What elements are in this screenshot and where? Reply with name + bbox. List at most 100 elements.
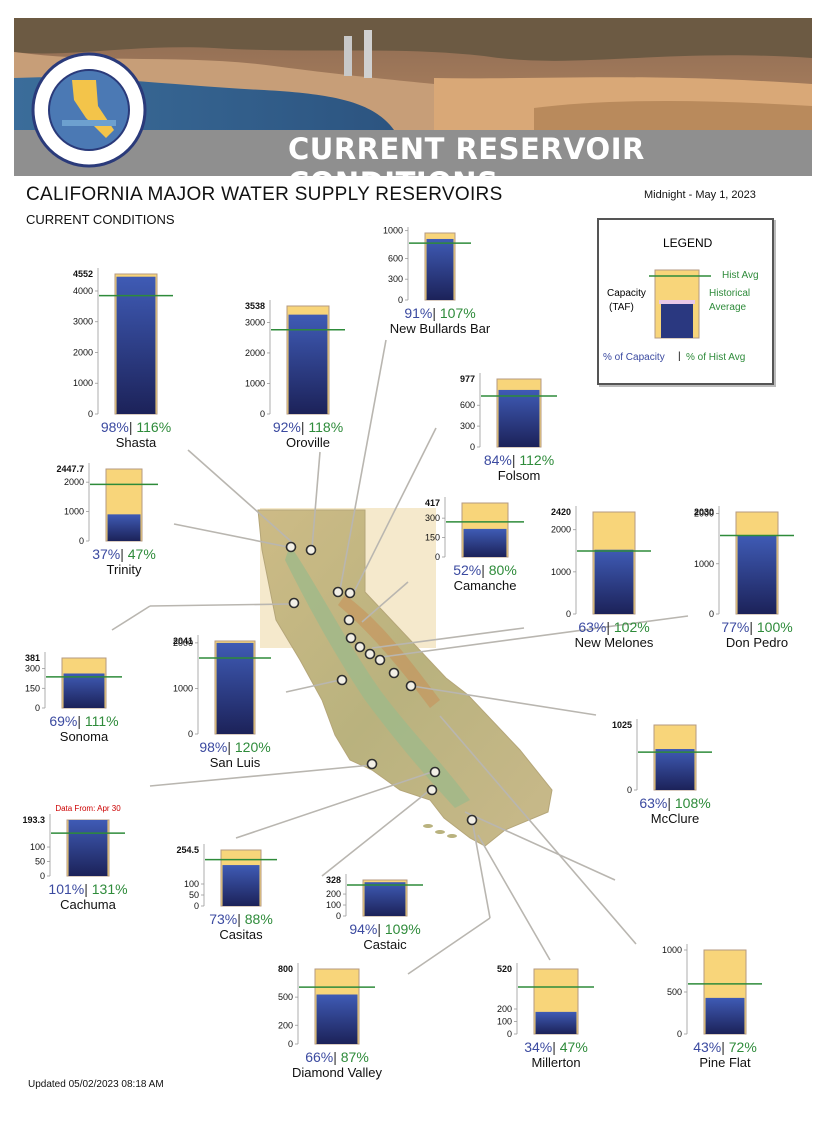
- capacity-tick-label: 3538: [245, 301, 265, 311]
- reservoir-name: Folsom: [498, 468, 541, 483]
- reservoir-name: San Luis: [210, 755, 261, 770]
- percent-label: 98%| 120%: [199, 739, 270, 755]
- report-date: Midnight - May 1, 2023: [644, 189, 756, 201]
- pct-hist: 47%: [560, 1039, 588, 1055]
- connector-line: [439, 715, 637, 945]
- connector-line: [187, 449, 296, 546]
- pct-hist: 102%: [614, 619, 650, 635]
- percent-label: 84%| 112%: [484, 452, 554, 468]
- tick-label: 300: [25, 664, 40, 674]
- percent-label: 69%| 111%: [49, 713, 118, 729]
- connector-line: [471, 819, 491, 919]
- reservoir-marker: [285, 541, 297, 553]
- connector-line: [351, 427, 437, 597]
- storage-bar: [222, 865, 260, 906]
- data-note: Data From: Apr 30: [55, 804, 121, 813]
- percent-label: 73%| 88%: [209, 911, 273, 927]
- reservoir-marker: [374, 654, 386, 666]
- tick-label: 150: [25, 683, 40, 693]
- storage-bar: [63, 673, 105, 708]
- chart-oroville: 0 1000 2000 3000 3538 92%| 118%Oroville: [245, 300, 345, 450]
- chart-shasta: 0 1000 2000 3000 4000 4552 98%| 116%Shasta: [73, 268, 173, 450]
- tick-label: 150: [425, 533, 440, 543]
- chart-camanche: 0 150 300 417 52%| 80%Camanche: [425, 497, 524, 593]
- storage-bar: [116, 276, 156, 414]
- island: [435, 830, 445, 834]
- banner-title: CURRENT RESERVOIR CONDITIONS: [288, 132, 645, 200]
- percent-label: 52%| 80%: [453, 562, 517, 578]
- percent-label: 92%| 118%: [273, 419, 343, 435]
- tick-label: 0: [507, 1029, 512, 1039]
- tick-label: 1000: [662, 945, 682, 955]
- banner-image: [14, 18, 812, 176]
- reservoir-marker: [364, 648, 376, 660]
- tick-label: 200: [278, 1020, 293, 1030]
- tick-label: 100: [30, 842, 45, 852]
- chart-diamond-valley: 0 200 500 800 66%| 87%Diamond Valley: [278, 963, 383, 1080]
- reservoir-name: McClure: [651, 811, 699, 826]
- percent-label: 63%| 102%: [578, 619, 649, 635]
- tick-label: 0: [188, 729, 193, 739]
- percent-label: 43%| 72%: [693, 1039, 757, 1055]
- connector-line: [149, 764, 373, 787]
- tick-label: 0: [194, 901, 199, 911]
- percent-label: 37%| 47%: [92, 546, 156, 562]
- pct-separator: |: [552, 1039, 560, 1055]
- pct-hist: 116%: [136, 419, 171, 435]
- sierra-nevada: [338, 595, 440, 708]
- reservoir-marker: [405, 680, 417, 692]
- pct-hist: 100%: [757, 619, 793, 635]
- pct-capacity: 63%: [639, 795, 667, 811]
- percent-label: 101%| 131%: [48, 881, 127, 897]
- tick-label: 1000: [383, 226, 403, 236]
- reservoir-name: Casitas: [219, 927, 263, 942]
- storage-bar: [107, 514, 141, 541]
- tick-label: 50: [189, 890, 199, 900]
- tick-label: 1000: [694, 559, 714, 569]
- capacity-tick-label: 520: [497, 964, 512, 974]
- legend-historical-2: Average: [709, 302, 747, 313]
- connector-line: [361, 581, 409, 623]
- pct-capacity: 43%: [693, 1039, 721, 1055]
- pct-capacity: 73%: [209, 911, 237, 927]
- tick-label: 2000: [173, 638, 193, 648]
- tick-label: 0: [288, 1039, 293, 1049]
- pct-separator: |: [377, 921, 385, 937]
- tick-label: 200: [497, 1004, 512, 1014]
- capacity-tick-label: 2420: [551, 507, 571, 517]
- capacity-tick-label: 328: [326, 875, 341, 885]
- pct-capacity: 34%: [524, 1039, 552, 1055]
- pct-separator: |: [77, 713, 85, 729]
- capacity-tick-label: 193.3: [22, 815, 45, 825]
- connector-line: [285, 679, 341, 693]
- pct-hist: 118%: [308, 419, 343, 435]
- reservoir-marker: [466, 814, 478, 826]
- pct-hist: 88%: [245, 911, 273, 927]
- reservoir-marker: [366, 758, 378, 770]
- reservoir-name: Trinity: [107, 562, 142, 577]
- chart-cachuma: 0 50 100 193.3 101%| 131%Cachuma Data From: A…: [22, 804, 127, 912]
- pct-capacity: 69%: [49, 713, 77, 729]
- pct-hist: 47%: [128, 546, 156, 562]
- pct-hist: 112%: [519, 452, 554, 468]
- capacity-tick-label: 381: [25, 653, 40, 663]
- pct-capacity: 84%: [484, 452, 512, 468]
- pct-separator: |: [721, 1039, 729, 1055]
- reservoir-marker: [288, 597, 300, 609]
- pct-separator: |: [512, 452, 520, 468]
- pct-capacity: 77%: [721, 619, 749, 635]
- reservoir-marker: [388, 667, 400, 679]
- pct-hist: 87%: [341, 1049, 369, 1065]
- pct-separator: |: [481, 562, 489, 578]
- chart-folsom: 0 300 600 977 84%| 112%Folsom: [460, 373, 557, 483]
- percent-label: 63%| 108%: [639, 795, 710, 811]
- pct-separator: |: [129, 419, 137, 435]
- reservoir-marker: [345, 632, 357, 644]
- connector-line: [149, 603, 291, 607]
- tick-label: 600: [460, 400, 475, 410]
- legend-hist-avg: Hist Avg: [722, 270, 759, 281]
- tick-label: 0: [398, 295, 403, 305]
- capacity-tick-label: 2041: [173, 636, 193, 646]
